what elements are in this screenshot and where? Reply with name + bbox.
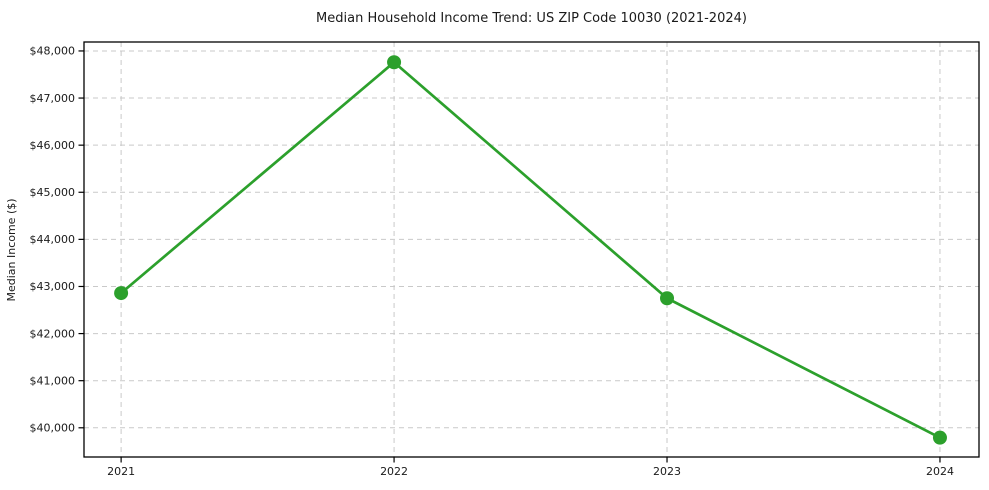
data-point (660, 291, 675, 306)
chart-title: Median Household Income Trend: US ZIP Co… (316, 11, 747, 26)
data-point (387, 55, 402, 70)
x-tick-label: 2022 (380, 465, 408, 478)
y-tick-label: $40,000 (30, 422, 76, 435)
y-tick-label: $43,000 (30, 280, 76, 293)
y-axis-label: Median Income ($) (5, 198, 18, 301)
plot-border (83, 41, 980, 458)
y-tick-label: $45,000 (30, 186, 76, 199)
y-tick-label: $48,000 (30, 45, 76, 58)
x-tick-label: 2024 (926, 465, 954, 478)
data-point (932, 430, 947, 445)
y-tick-label: $47,000 (30, 92, 76, 105)
data-point (114, 286, 129, 301)
y-tick-label: $42,000 (30, 327, 76, 340)
x-tick-label: 2023 (653, 465, 681, 478)
plot-background (84, 42, 979, 457)
x-tick-label: 2021 (107, 465, 135, 478)
trend-line (119, 60, 942, 440)
y-tick-label: $41,000 (30, 374, 76, 387)
y-tick-label: $44,000 (30, 233, 76, 246)
y-tick-label: $46,000 (30, 139, 76, 152)
